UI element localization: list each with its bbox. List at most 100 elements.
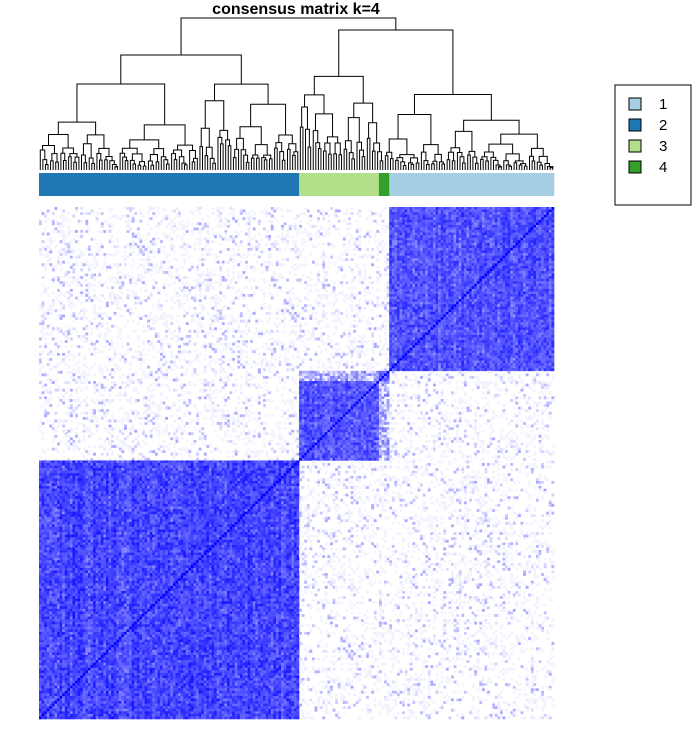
heatmap-cell — [407, 250, 411, 254]
heatmap-cell — [533, 273, 537, 277]
heatmap-cell — [118, 306, 122, 310]
dendrogram-branch — [57, 121, 97, 135]
heatmap-cell — [219, 309, 223, 313]
heatmap-cell — [203, 247, 207, 251]
heatmap-cell — [399, 276, 403, 279]
heatmap-cell — [134, 294, 138, 297]
heatmap-cell — [499, 237, 503, 241]
heatmap-cell — [461, 255, 465, 259]
heatmap-cell — [469, 286, 472, 290]
heatmap-cell — [286, 242, 290, 246]
heatmap-cell — [172, 217, 176, 221]
heatmap-cell — [154, 286, 158, 290]
heatmap-cell — [548, 219, 552, 223]
heatmap-cell — [471, 235, 475, 239]
heatmap-cell — [420, 304, 423, 308]
heatmap-cell — [445, 271, 449, 274]
heatmap-cell — [515, 227, 519, 231]
heatmap-cell — [546, 291, 550, 295]
heatmap-cell — [430, 296, 434, 300]
heatmap-cell — [448, 311, 452, 315]
heatmap-cell — [430, 255, 434, 259]
heatmap-cell — [487, 209, 490, 213]
heatmap-cell — [440, 288, 444, 292]
heatmap-cell — [461, 240, 465, 244]
heatmap-cell — [538, 224, 542, 228]
heatmap-cell — [206, 240, 210, 244]
heatmap-cell — [517, 294, 521, 297]
heatmap-cell — [499, 288, 503, 292]
heatmap-cell — [402, 209, 405, 213]
heatmap-cell — [414, 306, 418, 310]
heatmap-cell — [353, 253, 357, 256]
heatmap-cell — [474, 232, 478, 236]
heatmap-cell — [345, 247, 349, 251]
heatmap-cell — [342, 235, 346, 239]
heatmap-cell — [422, 276, 426, 279]
heatmap-cell — [170, 247, 174, 251]
heatmap-cell — [386, 263, 390, 267]
heatmap-cell — [479, 304, 483, 308]
heatmap-cell — [422, 242, 426, 246]
heatmap-cell — [409, 263, 413, 267]
heatmap-cell — [469, 278, 472, 282]
heatmap-cell — [44, 247, 48, 251]
heatmap-cell — [399, 304, 403, 308]
heatmap-cell — [502, 288, 506, 292]
heatmap-cell — [456, 212, 460, 215]
heatmap-cell — [427, 294, 431, 297]
heatmap-cell — [525, 242, 529, 246]
heatmap-cell — [458, 273, 462, 277]
heatmap-cell — [134, 291, 138, 295]
heatmap-cell — [322, 253, 326, 256]
heatmap-cell — [196, 209, 199, 213]
heatmap-cell — [484, 209, 488, 213]
heatmap-cell — [178, 278, 181, 282]
heatmap-cell — [396, 227, 400, 231]
heatmap-cell — [87, 265, 91, 269]
heatmap-cell — [469, 317, 472, 320]
heatmap-cell — [479, 255, 483, 259]
heatmap-cell — [515, 304, 519, 308]
heatmap-cell — [484, 278, 488, 282]
heatmap-cell — [51, 240, 55, 244]
heatmap-cell — [317, 304, 320, 308]
heatmap-cell — [232, 247, 236, 251]
heatmap-cell — [214, 255, 217, 259]
heatmap-cell — [474, 281, 478, 285]
heatmap-cell — [206, 242, 210, 246]
heatmap-cell — [505, 286, 508, 290]
heatmap-cell — [93, 258, 96, 262]
heatmap-cell — [427, 250, 431, 254]
heatmap-cell — [363, 276, 367, 279]
heatmap-cell — [59, 263, 63, 267]
heatmap-cell — [214, 299, 217, 303]
heatmap-cell — [517, 311, 521, 315]
heatmap-cell — [458, 214, 462, 218]
heatmap-cell — [391, 286, 395, 290]
heatmap-cell — [528, 242, 532, 246]
heatmap-cell — [399, 296, 403, 300]
heatmap-cell — [414, 276, 418, 279]
heatmap-cell — [332, 319, 336, 323]
heatmap-cell — [245, 276, 248, 279]
heatmap-cell — [497, 237, 501, 241]
heatmap-cell — [412, 260, 416, 264]
heatmap-cell — [327, 245, 331, 249]
heatmap-cell — [463, 219, 467, 223]
heatmap-cell — [417, 230, 421, 233]
heatmap-cell — [510, 296, 514, 300]
heatmap-cell — [546, 317, 550, 320]
heatmap-cell — [512, 247, 516, 251]
heatmap-cell — [430, 235, 434, 239]
heatmap-cell — [538, 278, 542, 282]
dendrogram-branch — [513, 162, 518, 166]
heatmap-cell — [407, 209, 411, 213]
heatmap-cell — [309, 304, 313, 308]
heatmap-cell — [234, 242, 238, 246]
heatmap-cell — [402, 265, 405, 269]
heatmap-cell — [87, 253, 91, 256]
heatmap-cell — [160, 304, 163, 308]
heatmap-cell — [484, 286, 488, 290]
heatmap-cell — [407, 301, 411, 305]
